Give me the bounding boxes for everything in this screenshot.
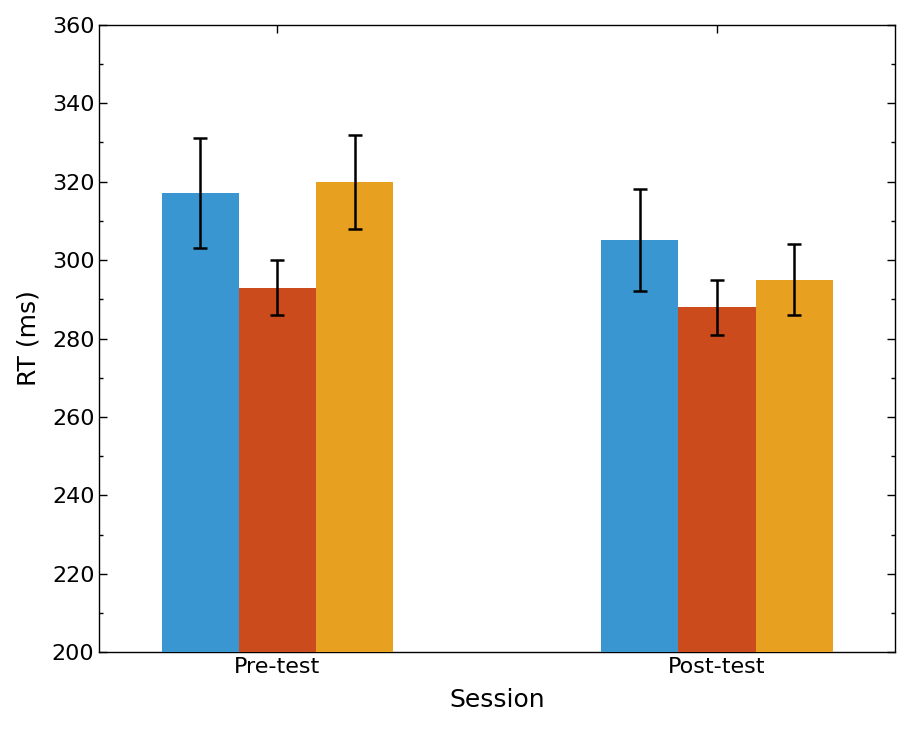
Bar [678, 307, 755, 652]
Bar [316, 182, 393, 652]
Bar [161, 193, 239, 652]
Bar [755, 280, 832, 652]
Y-axis label: RT (ms): RT (ms) [16, 291, 41, 386]
X-axis label: Session: Session [449, 688, 545, 712]
Bar [600, 241, 678, 652]
Bar [239, 287, 316, 652]
